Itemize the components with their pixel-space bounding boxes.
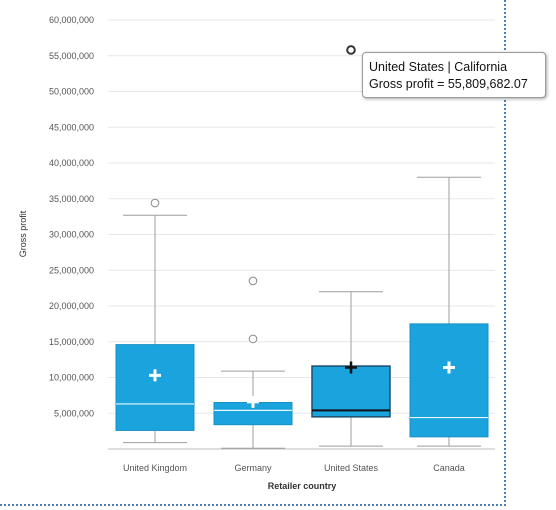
tooltip-value: Gross profit = 55,809,682.07 [369,77,528,91]
mean-marker [443,361,455,374]
box-iqr [311,365,391,418]
x-tick-label: Germany [234,463,272,473]
box-united-kingdom [115,198,195,444]
chart-frame [0,0,506,506]
y-axis-ticks: 5,000,000 10,000,000 15,000,000 20,000,000 2… [49,15,94,418]
mean-marker [247,395,259,408]
box-iqr [115,344,195,431]
box-united-states [311,45,391,447]
outlier-point [248,276,258,286]
y-tick-label: 30,000,000 [49,230,94,240]
tooltip-title: United States | California [369,60,508,74]
data-tooltip: United States | California Gross profit … [362,52,546,98]
x-axis-title: Retailer country [268,481,337,491]
y-tick-label: 45,000,000 [49,122,94,132]
x-axis-ticks: United Kingdom Germany United States Canada [123,463,465,473]
mean-marker [149,369,161,382]
box-germany [213,276,293,449]
outlier-point [150,198,160,208]
y-tick-label: 25,000,000 [49,265,94,275]
y-tick-label: 60,000,000 [49,15,94,25]
outlier-point [248,334,258,344]
box-iqr [409,323,489,438]
y-axis-title: Gross profit [18,210,28,257]
y-tick-label: 40,000,000 [49,158,94,168]
y-tick-label: 55,000,000 [49,51,94,61]
y-tick-label: 20,000,000 [49,301,94,311]
boxes [115,45,489,449]
box-canada [409,176,489,447]
y-tick-label: 50,000,000 [49,87,94,97]
x-tick-label: Canada [433,463,465,473]
y-tick-label: 35,000,000 [49,194,94,204]
x-tick-label: United Kingdom [123,463,187,473]
x-tick-label: United States [324,463,379,473]
y-tick-label: 5,000,000 [54,408,94,418]
y-tick-label: 10,000,000 [49,373,94,383]
outlier-point [346,45,356,55]
gridlines [108,19,495,414]
mean-marker [345,361,357,374]
y-tick-label: 15,000,000 [49,337,94,347]
